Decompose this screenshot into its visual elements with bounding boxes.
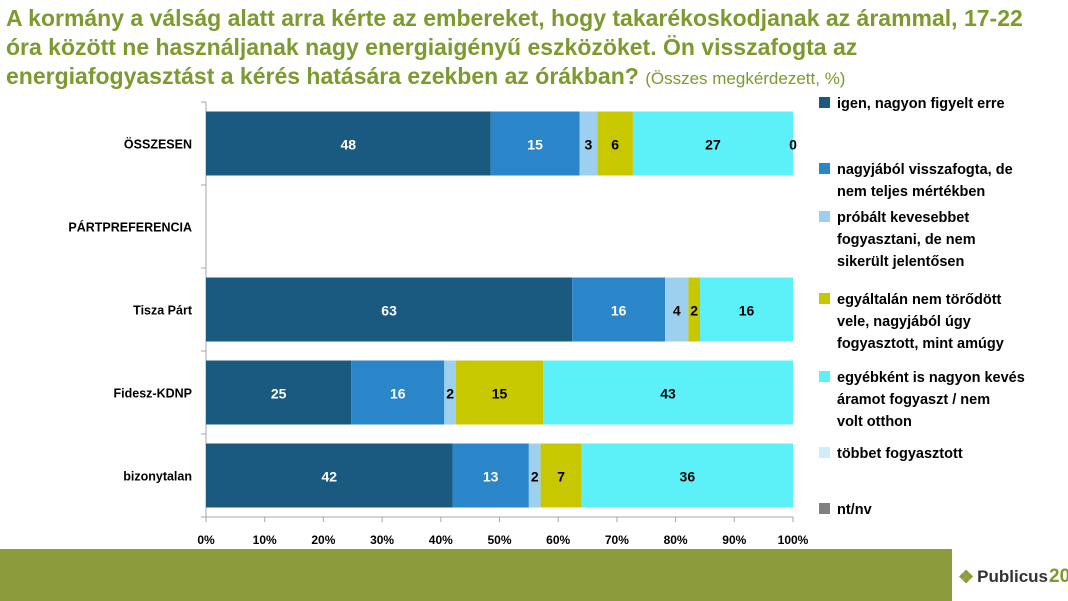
data-label: 43 <box>660 386 676 402</box>
data-label: 25 <box>271 386 287 402</box>
data-label: 15 <box>492 386 508 402</box>
data-label: 6 <box>611 137 619 153</box>
legend-label: volt otthon <box>837 414 912 430</box>
bar-segment <box>206 360 352 425</box>
data-label: 13 <box>483 469 499 485</box>
legend-swatch <box>819 503 830 514</box>
bar-segment <box>490 111 580 176</box>
data-label: 2 <box>446 386 454 402</box>
bar-segment <box>351 360 445 425</box>
legend-label: vele, nagyjából úgy <box>837 314 971 330</box>
logo-text: Publicus <box>977 567 1048 586</box>
category-label: Tisza Párt <box>133 304 193 318</box>
legend-label: többet fogyasztott <box>837 446 963 462</box>
legend-swatch <box>819 97 830 108</box>
x-tick-label: 40% <box>429 533 453 547</box>
category-label: bizonytalan <box>123 470 192 484</box>
data-label: 0 <box>789 137 797 153</box>
bar-segment <box>665 277 689 342</box>
data-label: 48 <box>341 137 357 153</box>
legend-label: fogyasztott, mint amúgy <box>837 336 1004 352</box>
data-label: 16 <box>739 303 755 319</box>
data-label: 2 <box>690 303 698 319</box>
legend-label: nt/nv <box>837 502 872 518</box>
bar-segment <box>206 277 573 342</box>
category-label: ÖSSZESEN <box>124 137 192 152</box>
legend-label: egyáltalán nem törődött <box>837 292 1002 308</box>
bar-segment <box>543 360 793 425</box>
category-label: Fidesz-KDNP <box>114 387 192 401</box>
x-tick-label: 70% <box>605 533 629 547</box>
x-tick-label: 90% <box>722 533 746 547</box>
legend-label: nem teljes mértékben <box>837 184 985 200</box>
chart-title: A kormány a válság alatt arra kérte az e… <box>6 4 1046 93</box>
data-label: 3 <box>585 137 593 153</box>
x-tick-label: 10% <box>253 533 277 547</box>
data-label: 63 <box>381 303 397 319</box>
legend-label: sikerült jelentősen <box>837 254 964 270</box>
bar-segment <box>206 443 453 508</box>
legend-label: fogyasztani, de nem <box>837 232 976 248</box>
chart-title-main: A kormány a válság alatt arra kérte az e… <box>6 5 1023 89</box>
bar-segment <box>597 111 633 176</box>
legend-swatch <box>819 447 830 458</box>
legend-label: igen, nagyon figyelt erre <box>837 96 1005 112</box>
bar-segment <box>688 277 701 342</box>
x-tick-label: 80% <box>664 533 688 547</box>
x-tick-label: 60% <box>546 533 570 547</box>
data-label: 15 <box>527 137 543 153</box>
bar-segment <box>452 443 529 508</box>
category-label: PÁRTPREFERENCIA <box>68 220 192 235</box>
data-label: 7 <box>557 469 565 485</box>
x-tick-label: 30% <box>370 533 394 547</box>
publicus-logo: ❖ Publicus 20 <box>958 562 1068 592</box>
bar-segment <box>572 277 666 342</box>
x-tick-label: 0% <box>197 533 215 547</box>
bar-segment <box>700 277 793 342</box>
legend-label: áramot fogyaszt / nem <box>837 392 990 408</box>
data-label: 16 <box>390 386 406 402</box>
data-label: 4 <box>673 303 681 319</box>
data-label: 16 <box>611 303 627 319</box>
logo-number: 20 <box>1049 566 1068 587</box>
data-label: 42 <box>321 469 337 485</box>
data-label: 36 <box>680 469 696 485</box>
diamond-logo-icon: ❖ <box>958 566 975 587</box>
x-tick-label: 100% <box>778 533 809 547</box>
legend-swatch <box>819 371 830 382</box>
data-label: 2 <box>531 469 539 485</box>
footer-bar <box>0 549 952 601</box>
bar-segment <box>579 111 598 176</box>
bar-segment <box>540 443 582 508</box>
legend-label: próbált kevesebbet <box>837 210 969 226</box>
chart-subtitle: (Összes megkérdezett, %) <box>645 69 846 88</box>
legend-label: egyébként is nagyon kevés <box>837 370 1025 386</box>
x-tick-label: 50% <box>487 533 511 547</box>
legend-label: nagyjából visszafogta, de <box>837 162 1013 178</box>
bar-segment <box>206 111 491 176</box>
bar-segment <box>455 360 544 425</box>
bar-segment <box>528 443 541 508</box>
legend-swatch <box>819 293 830 304</box>
bar-segment <box>444 360 456 425</box>
x-tick-label: 20% <box>311 533 335 547</box>
legend-swatch <box>819 211 830 222</box>
bar-segment <box>581 443 793 508</box>
data-label: 27 <box>705 137 721 153</box>
bar-segment <box>632 111 793 176</box>
legend-swatch <box>819 163 830 174</box>
